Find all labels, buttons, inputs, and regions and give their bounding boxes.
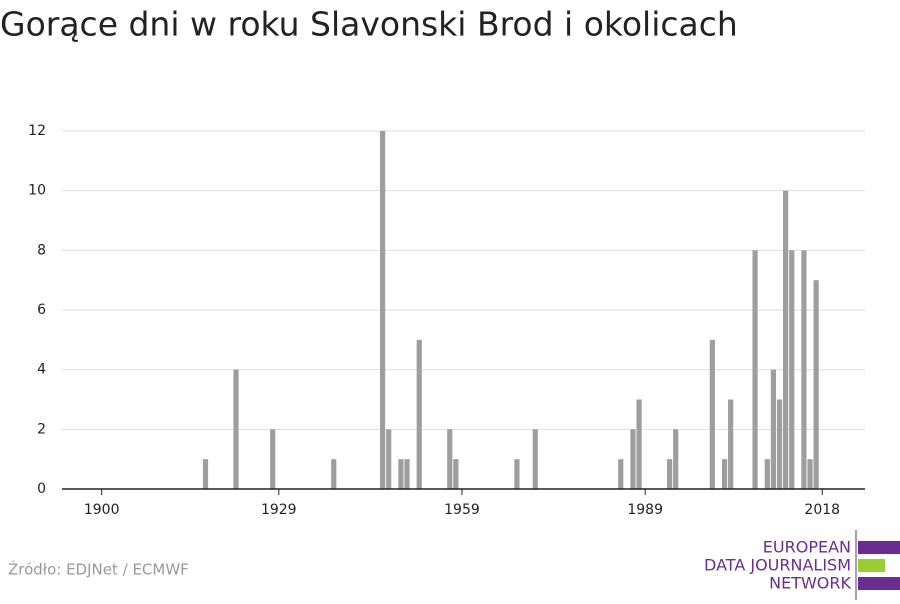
bar bbox=[270, 429, 276, 489]
logo-text: DATA JOURNALISM bbox=[704, 556, 851, 575]
bar bbox=[789, 250, 795, 489]
source: Źródło: EDJNet / ECMWF bbox=[8, 560, 189, 579]
bar bbox=[801, 250, 807, 489]
bar bbox=[331, 459, 337, 489]
bar bbox=[416, 339, 422, 489]
bar bbox=[386, 429, 392, 489]
bar bbox=[636, 399, 642, 489]
x-tick-label: 1989 bbox=[627, 502, 663, 518]
bar bbox=[514, 459, 520, 489]
y-tick-label: 4 bbox=[37, 362, 46, 378]
logo-text: EUROPEAN bbox=[763, 538, 851, 557]
bar bbox=[709, 339, 715, 489]
bar bbox=[202, 459, 209, 489]
bar bbox=[447, 429, 453, 489]
bar bbox=[453, 459, 459, 489]
bar bbox=[532, 429, 538, 489]
chart-title: Gorące dni w roku Slavonski Brod i okoli… bbox=[0, 5, 738, 44]
logo-bar bbox=[858, 577, 900, 590]
bar bbox=[807, 459, 813, 489]
y-tick-label: 6 bbox=[37, 302, 46, 318]
y-tick-label: 12 bbox=[28, 123, 46, 139]
bar bbox=[666, 459, 673, 489]
y-tick-label: 10 bbox=[28, 183, 46, 199]
x-tick-label: 2018 bbox=[804, 502, 840, 518]
y-tick-label: 8 bbox=[37, 242, 46, 258]
logo-text: NETWORK bbox=[769, 574, 851, 593]
bar bbox=[618, 459, 624, 489]
logo: EUROPEAN DATA JOURNALISM NETWORK bbox=[704, 530, 900, 600]
bar bbox=[752, 250, 758, 489]
bar bbox=[233, 369, 239, 489]
logo-bar bbox=[858, 559, 885, 572]
bar bbox=[379, 131, 386, 489]
x-tick-label: 1900 bbox=[84, 502, 120, 518]
y-tick-label: 0 bbox=[37, 481, 46, 497]
x-tick-label: 1929 bbox=[261, 502, 297, 518]
bar bbox=[776, 399, 783, 489]
bar bbox=[813, 280, 819, 489]
bar bbox=[728, 399, 734, 489]
bar bbox=[404, 459, 410, 489]
bar bbox=[721, 459, 728, 489]
bar bbox=[673, 429, 679, 489]
y-tick-label: 2 bbox=[37, 421, 46, 437]
x-tick-label: 1959 bbox=[444, 502, 480, 518]
bar bbox=[398, 459, 404, 489]
bar bbox=[770, 369, 776, 489]
bar bbox=[783, 190, 789, 489]
bar bbox=[764, 459, 770, 489]
bar bbox=[630, 429, 636, 489]
logo-bar bbox=[858, 541, 900, 554]
